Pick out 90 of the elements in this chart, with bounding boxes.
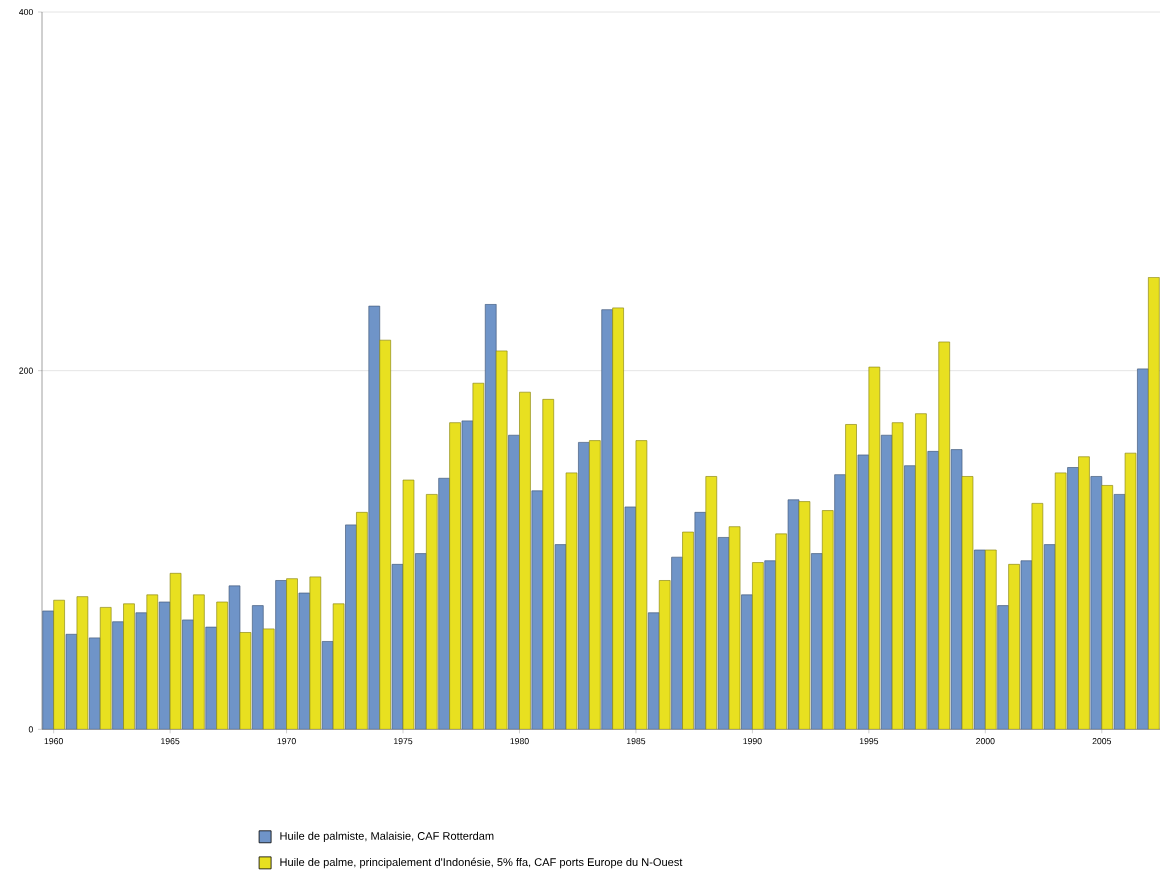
bar (252, 605, 264, 730)
bar (1090, 476, 1103, 730)
bar (775, 533, 787, 730)
x-tick-label: 1980 (510, 738, 529, 745)
bar (53, 599, 65, 730)
bar (612, 307, 624, 730)
x-tick-label: 1995 (859, 738, 879, 745)
bar (415, 553, 427, 730)
bar (811, 553, 823, 730)
bar (904, 465, 916, 730)
bar (1113, 494, 1126, 730)
bar (65, 633, 78, 730)
bar (624, 506, 637, 730)
x-tick-label: 1960 (44, 738, 63, 745)
bar (752, 562, 764, 730)
bar (984, 549, 997, 730)
bar (927, 451, 940, 730)
bar (938, 341, 951, 730)
bar (449, 422, 461, 730)
bar (484, 303, 497, 730)
bar (99, 607, 112, 730)
bar (915, 413, 927, 730)
bar (88, 637, 101, 730)
x-tick-label: 1975 (394, 738, 413, 745)
bar (391, 564, 404, 730)
x-tick-label: 1985 (626, 738, 646, 745)
bar (578, 442, 590, 730)
bar (705, 476, 718, 730)
bar (1008, 564, 1020, 730)
bar (787, 499, 800, 730)
bar (694, 512, 707, 730)
bar (262, 628, 275, 730)
bar (112, 621, 124, 730)
bar (228, 585, 241, 730)
y-tick-label: 200 (19, 367, 33, 374)
bar (275, 580, 287, 730)
x-tick-label: 1970 (277, 738, 296, 745)
bar (671, 556, 683, 730)
bar (135, 612, 148, 730)
bar (950, 449, 963, 730)
bar (845, 424, 857, 730)
bar (519, 391, 531, 730)
bar (345, 524, 357, 730)
x-tick-label: 1965 (161, 738, 180, 745)
bar (542, 399, 555, 730)
bar (531, 490, 544, 730)
bar (216, 601, 228, 730)
bar (1067, 467, 1079, 730)
bar (658, 580, 671, 730)
bar (834, 474, 846, 730)
bar (425, 494, 438, 730)
bar (356, 512, 368, 730)
bar (438, 477, 450, 730)
bar (379, 339, 392, 730)
legend-label: Huile de palme, principalement d'Indonésie, 5% ffa, CAF ports Europe du N-Ouest (280, 857, 683, 869)
legend-label: Huile de palmiste, Malaisie, CAF Rotterdam (280, 831, 494, 843)
bar (682, 531, 694, 730)
bar (1043, 544, 1056, 730)
bar (764, 560, 777, 730)
bar (193, 594, 205, 730)
bar (554, 544, 567, 730)
x-tick-label: 1990 (743, 738, 762, 745)
bar (821, 510, 834, 730)
bar (880, 434, 893, 730)
bar (1020, 560, 1033, 730)
x-tick-label: 2000 (976, 738, 995, 745)
bar (647, 612, 660, 730)
bar (508, 434, 520, 730)
bar (1078, 456, 1090, 730)
bar (974, 549, 986, 730)
bar (1101, 485, 1114, 730)
bar (741, 594, 753, 730)
y-tick-label: 0 (28, 726, 33, 733)
bar (146, 594, 159, 730)
bar (1137, 368, 1149, 730)
x-tick-label: 2005 (1092, 738, 1112, 745)
bar (1148, 277, 1160, 730)
bar (461, 420, 474, 730)
bar (298, 592, 311, 730)
bar (182, 619, 194, 730)
y-tick-label: 400 (19, 8, 33, 16)
bar (123, 603, 135, 730)
bar (857, 454, 870, 730)
bar (997, 605, 1009, 730)
bar (601, 309, 613, 730)
bar (286, 578, 298, 730)
bar (368, 305, 381, 730)
bar (321, 641, 334, 730)
bar (205, 626, 218, 730)
bar (589, 440, 601, 730)
